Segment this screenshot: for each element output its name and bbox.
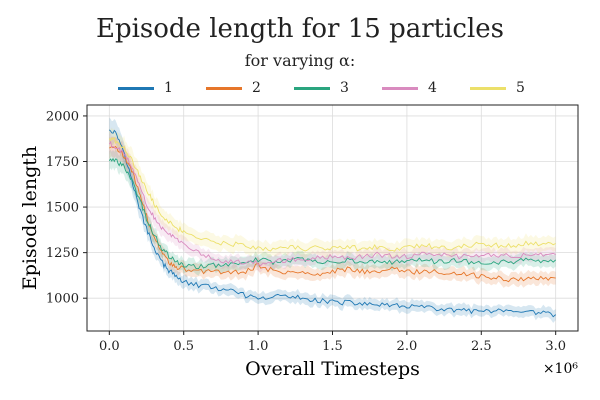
chart-subtitle: for varying α: — [244, 51, 356, 70]
line-series-1 — [108, 129, 556, 318]
band-series-3 — [109, 149, 556, 276]
x-tick-label: 3.0 — [545, 339, 566, 354]
legend-label-1: 1 — [164, 80, 173, 96]
series-lines — [108, 129, 556, 318]
y-tick-label: 1000 — [46, 292, 79, 307]
confidence-bands — [109, 117, 556, 323]
x-tick-label: 0.5 — [173, 339, 194, 354]
legend-swatch-5 — [470, 86, 506, 90]
legend-item-4: 4 — [382, 78, 437, 98]
legend-label-3: 3 — [340, 80, 349, 96]
line-series-5 — [108, 137, 556, 252]
line-series-2 — [109, 145, 556, 283]
legend-label-2: 2 — [252, 80, 261, 96]
legend-item-1: 1 — [118, 78, 173, 98]
band-series-5 — [109, 127, 556, 259]
x-axis-label: Overall Timesteps — [245, 358, 420, 380]
x-axis-multiplier: ×10⁶ — [543, 361, 579, 377]
legend-swatch-3 — [294, 86, 330, 90]
line-series-3 — [108, 157, 556, 270]
x-axis: 0.0 0.5 1.0 1.5 2.0 2.5 3.0 — [99, 331, 566, 354]
legend-item-3: 3 — [294, 78, 349, 98]
x-tick-label: 0.0 — [99, 339, 120, 354]
legend-swatch-1 — [118, 86, 154, 90]
legend-item-2: 2 — [206, 78, 261, 98]
x-tick-label: 2.5 — [471, 339, 492, 354]
legend-swatch-4 — [382, 86, 418, 90]
x-tick-label: 1.0 — [248, 339, 269, 354]
band-series-4 — [109, 131, 556, 273]
x-tick-label: 1.5 — [322, 339, 343, 354]
legend-label-5: 5 — [516, 80, 525, 96]
band-series-2 — [109, 136, 556, 288]
legend-label-4: 4 — [428, 80, 437, 96]
x-tick-label: 2.0 — [397, 339, 418, 354]
legend: 1 2 3 4 5 — [0, 78, 600, 98]
legend-swatch-2 — [206, 86, 242, 90]
chart-title: Episode length for 15 particles — [95, 14, 505, 44]
y-axis-label: Episode length — [19, 146, 41, 290]
y-tick-label: 2000 — [46, 109, 79, 124]
y-tick-label: 1750 — [46, 155, 79, 170]
y-tick-label: 1250 — [46, 246, 79, 261]
line-series-4 — [108, 140, 556, 267]
grid — [87, 105, 578, 331]
legend-item-5: 5 — [470, 78, 525, 98]
y-tick-label: 1500 — [46, 201, 79, 216]
y-axis: 1000 1250 1500 1750 2000 — [46, 109, 87, 307]
